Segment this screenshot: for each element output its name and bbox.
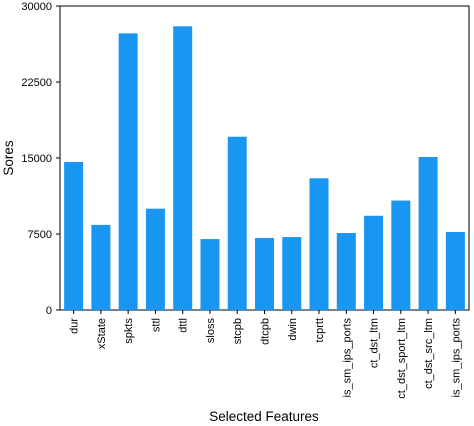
- bar-tcprtt: [309, 178, 329, 310]
- y-tick-label: 30000: [21, 1, 52, 13]
- x-tick-label-tcprtt: tcprtt: [314, 318, 326, 342]
- bar-dwin: [282, 237, 302, 310]
- x-tick-label-xState: xState: [96, 318, 108, 349]
- x-tick-label-stcpb: stcpb: [232, 318, 244, 344]
- x-tick-label-ct_dst_sport_ltm: ct_dst_sport_ltm: [396, 318, 408, 399]
- bar-sttl: [145, 208, 165, 310]
- x-axis-title: Selected Features: [209, 409, 319, 424]
- bar-dttl: [173, 26, 193, 311]
- bar-ct_dst_src_ltm: [418, 156, 438, 310]
- bar-ct_dst_sport_ltm: [391, 200, 411, 310]
- bar-spkts: [118, 33, 138, 311]
- bar-ct_dst_ltm: [364, 215, 384, 310]
- x-tick-label-is_sm_ips_ports: is_sm_ips_ports: [341, 318, 353, 398]
- bar-xState: [91, 224, 111, 310]
- bar-dtcpb: [255, 238, 274, 310]
- bars-group: [64, 26, 465, 311]
- x-tick-label-ct_dst_src_ltm: ct_dst_src_ltm: [423, 318, 435, 389]
- bar-is_sm_ips_ports: [445, 231, 465, 310]
- y-tick-label: 0: [46, 305, 52, 317]
- x-tick-label-dttl: dttl: [178, 318, 190, 333]
- x-tick-label-dtcpb: dtcpb: [260, 318, 272, 345]
- y-axis: 0 7500 15000 22500 30000: [21, 1, 60, 317]
- bar-dur: [64, 162, 84, 310]
- x-tick-label-sloss: sloss: [205, 318, 217, 344]
- bar-stcpb: [227, 136, 247, 310]
- x-tick-label-dur: dur: [69, 318, 81, 334]
- bar-is_sm_ips_ports: [336, 232, 356, 310]
- x-axis: dur xState spkts sttl dttl sloss stcpb dtcpb dwi…: [69, 310, 462, 399]
- x-tick-label-ct_dst_ltm: ct_dst_ltm: [369, 318, 381, 368]
- x-tick-label-spkts: spkts: [123, 318, 135, 344]
- y-tick-label: 7500: [28, 229, 52, 241]
- x-tick-label-is_sm_ips_ports: is_sm_ips_ports: [450, 318, 462, 398]
- x-tick-label-sttl: sttl: [150, 318, 162, 332]
- x-tick-label-dwin: dwin: [287, 318, 299, 341]
- bar-sloss: [200, 239, 220, 310]
- y-tick-label: 15000: [21, 153, 52, 165]
- y-axis-title: Sores: [1, 140, 16, 176]
- y-tick-label: 22500: [21, 77, 52, 89]
